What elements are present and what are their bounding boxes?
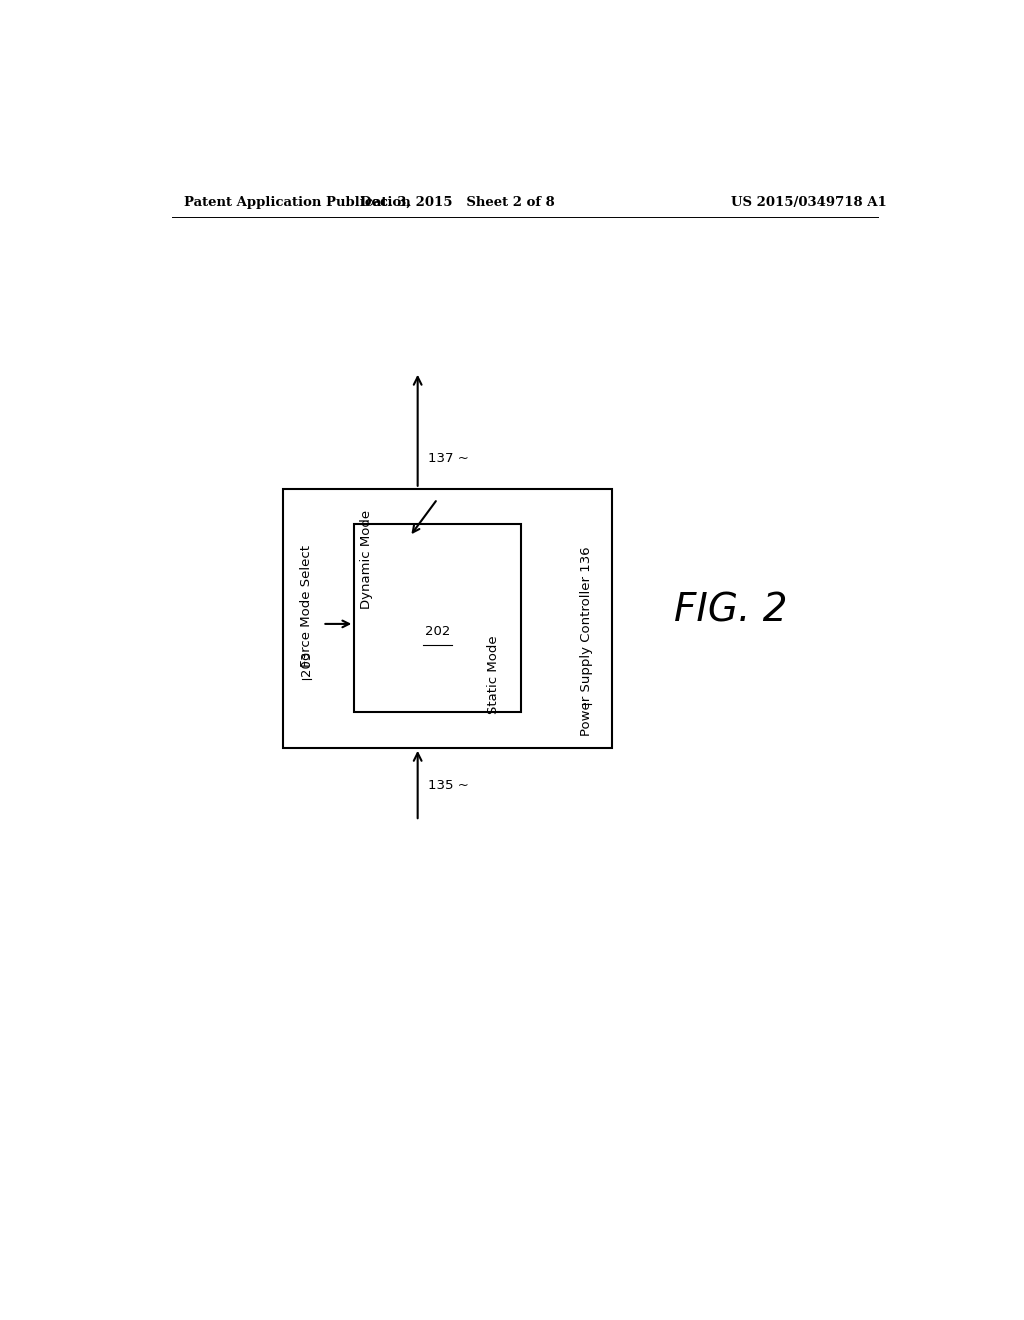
Text: 202: 202 <box>425 624 451 638</box>
Text: Static Mode: Static Mode <box>486 635 500 714</box>
Bar <box>354 524 521 713</box>
Text: Power Supply Controller 136: Power Supply Controller 136 <box>581 546 593 737</box>
Text: Force Mode Select: Force Mode Select <box>300 545 313 667</box>
Text: US 2015/0349718 A1: US 2015/0349718 A1 <box>731 195 887 209</box>
Bar <box>283 488 612 748</box>
Text: 135 ~: 135 ~ <box>428 779 469 792</box>
Text: 203: 203 <box>300 651 313 676</box>
Text: Patent Application Publication: Patent Application Publication <box>183 195 411 209</box>
Text: Dynamic Mode: Dynamic Mode <box>359 511 373 610</box>
Text: Dec. 3, 2015   Sheet 2 of 8: Dec. 3, 2015 Sheet 2 of 8 <box>360 195 555 209</box>
Text: 137 ~: 137 ~ <box>428 451 469 465</box>
Text: FIG. 2: FIG. 2 <box>675 591 787 630</box>
